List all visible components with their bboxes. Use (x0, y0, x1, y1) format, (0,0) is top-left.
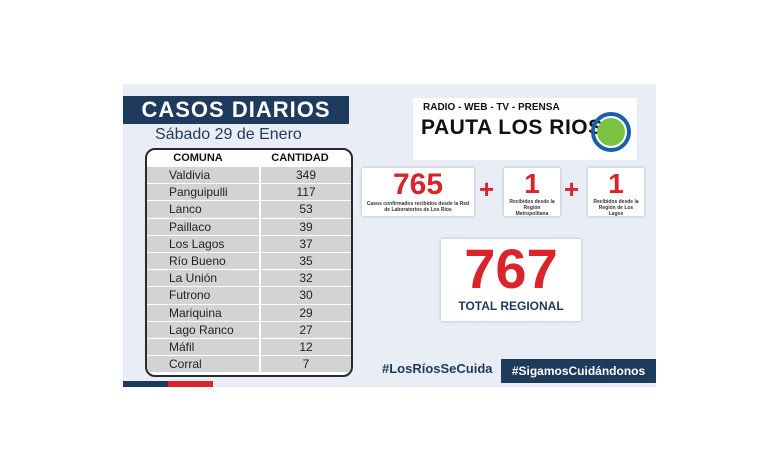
header-cantidad: CANTIDAD (271, 152, 329, 164)
plus-sign: + (564, 174, 580, 204)
cantidad-cell: 12 (261, 338, 351, 356)
cantidad-cell: 32 (261, 270, 351, 287)
cantidad-cell: 117 (261, 184, 351, 201)
cases-table: COMUNA CANTIDAD Valdivia 349 Panguipulli 1… (145, 148, 353, 377)
logo-ring-icon (591, 112, 631, 152)
table-row: Los Lagos 37 (147, 234, 351, 252)
table-row: Panguipulli 117 (147, 183, 351, 201)
table-row: Río Bueno 35 (147, 251, 351, 270)
page-title: CASOS DIARIOS (123, 96, 349, 124)
stat-label: Recibidos desde la Región Metropolitana (509, 199, 555, 217)
comuna-cell: Mariquina (147, 304, 259, 321)
comuna-cell: La Unión (147, 270, 259, 287)
stat-box-los-lagos: 1 Recibidos desde la Región de Los Lagos (588, 168, 644, 217)
stat-label: Recibidos desde la Región de Los Lagos (593, 199, 639, 217)
comuna-cell: Río Bueno (147, 252, 259, 270)
cantidad-cell: 53 (261, 201, 351, 218)
plus-sign: + (479, 174, 495, 204)
table-row: La Unión 32 (147, 269, 351, 287)
header-comuna: COMUNA (173, 152, 223, 164)
stat-value: 765 (392, 168, 444, 201)
logo-name: PAUTA LOS RIOS (421, 116, 603, 139)
table-row: Lanco 53 (147, 200, 351, 218)
comuna-cell: Valdivia (147, 167, 259, 184)
comuna-cell: Paillaco (147, 218, 259, 235)
hashtag-sigamos: #SigamosCuidándonos (501, 359, 656, 383)
cantidad-cell: 27 (261, 321, 351, 338)
cantidad-cell: 39 (261, 218, 351, 235)
table-row: Corral 7 (147, 355, 351, 373)
infographic-card: CASOS DIARIOS Sábado 29 de Enero COMUNA … (123, 84, 656, 387)
pauta-los-rios-logo: RADIO - WEB - TV - PRENSA PAUTA LOS RIOS (413, 98, 637, 160)
logo-circle-icon (597, 118, 625, 146)
cantidad-cell: 35 (261, 252, 351, 270)
cantidad-cell: 30 (261, 287, 351, 304)
table-row: Paillaco 39 (147, 217, 351, 235)
comuna-cell: Corral (147, 356, 259, 373)
table-header: COMUNA CANTIDAD (147, 150, 351, 166)
comuna-cell: Lago Ranco (147, 321, 259, 338)
comuna-cell: Los Lagos (147, 235, 259, 252)
total-value: 767 (464, 237, 558, 300)
comuna-cell: Futrono (147, 287, 259, 304)
cantidad-cell: 7 (261, 356, 351, 373)
logo-tagline: RADIO - WEB - TV - PRENSA (423, 102, 560, 113)
cantidad-cell: 37 (261, 235, 351, 252)
table-row: Máfil 12 (147, 337, 351, 356)
footer-stripe (123, 381, 213, 387)
stat-value: 1 (524, 168, 540, 199)
table-row: Mariquina 29 (147, 303, 351, 321)
comuna-cell: Lanco (147, 201, 259, 218)
total-label: TOTAL REGIONAL (458, 299, 564, 313)
stat-value: 1 (608, 168, 624, 199)
hashtag-los-rios: #LosRíosSeCuida (382, 361, 493, 376)
report-date: Sábado 29 de Enero (155, 126, 302, 143)
cantidad-cell: 29 (261, 304, 351, 321)
stat-box-labs: 765 Casos confirmados recibidos desde la… (362, 168, 474, 216)
stat-label: Casos confirmados recibidos desde la Red… (366, 201, 470, 213)
comuna-cell: Panguipulli (147, 184, 259, 201)
table-row: Lago Ranco 27 (147, 320, 351, 338)
cantidad-cell: 349 (261, 167, 351, 184)
table-row: Valdivia 349 (147, 166, 351, 184)
comuna-cell: Máfil (147, 338, 259, 356)
table-row: Futrono 30 (147, 286, 351, 304)
total-regional-box: 767 TOTAL REGIONAL (441, 239, 581, 321)
stat-box-metropolitana: 1 Recibidos desde la Región Metropolitan… (504, 168, 560, 217)
